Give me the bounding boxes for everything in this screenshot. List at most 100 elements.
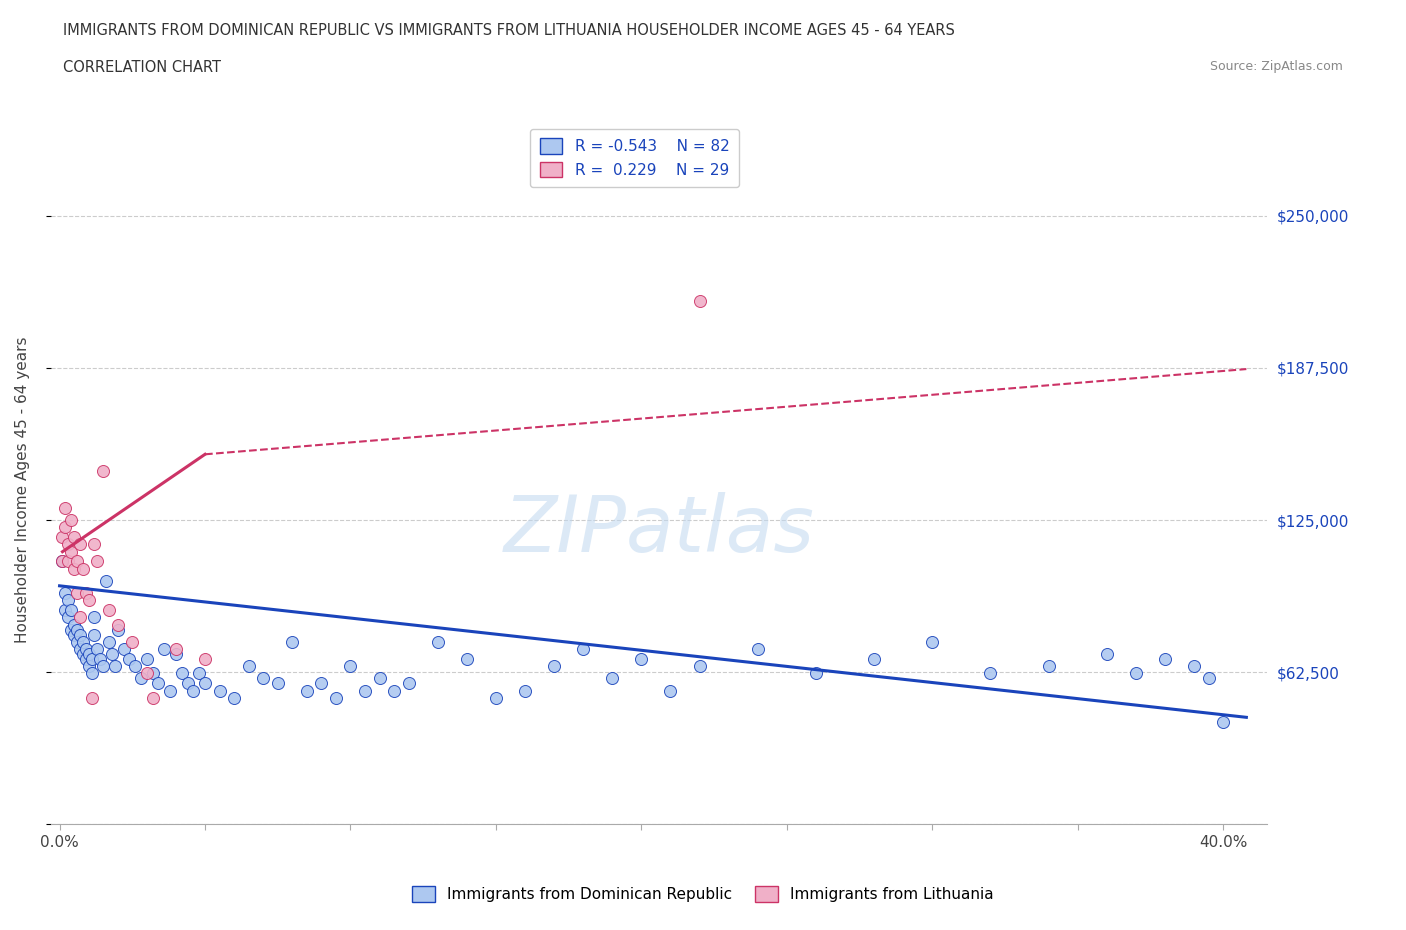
Point bbox=[863, 651, 886, 666]
Point bbox=[80, 690, 103, 705]
Point bbox=[295, 684, 318, 698]
Point bbox=[1095, 646, 1118, 661]
Point bbox=[600, 671, 623, 685]
Point bbox=[222, 690, 245, 705]
Point bbox=[53, 500, 76, 515]
Point bbox=[53, 603, 76, 618]
Legend: R = -0.543    N = 82, R =  0.229    N = 29: R = -0.543 N = 82, R = 0.229 N = 29 bbox=[530, 129, 738, 187]
Point bbox=[921, 634, 943, 649]
Point bbox=[426, 634, 449, 649]
Point bbox=[63, 627, 86, 642]
Point bbox=[86, 554, 108, 569]
Point bbox=[83, 627, 105, 642]
Point bbox=[1038, 658, 1060, 673]
Point bbox=[89, 651, 111, 666]
Point bbox=[98, 634, 121, 649]
Point bbox=[63, 562, 86, 577]
Point bbox=[382, 684, 405, 698]
Point bbox=[112, 642, 135, 657]
Y-axis label: Householder Income Ages 45 - 64 years: Householder Income Ages 45 - 64 years bbox=[15, 337, 30, 643]
Point bbox=[311, 676, 333, 691]
Point bbox=[281, 634, 304, 649]
Point bbox=[75, 586, 97, 601]
Point bbox=[63, 530, 86, 545]
Point bbox=[165, 646, 187, 661]
Point bbox=[66, 554, 89, 569]
Legend: Immigrants from Dominican Republic, Immigrants from Lithuania: Immigrants from Dominican Republic, Immi… bbox=[406, 880, 1000, 909]
Point bbox=[153, 642, 176, 657]
Point bbox=[91, 464, 114, 479]
Point bbox=[630, 651, 652, 666]
Point bbox=[1154, 651, 1177, 666]
Point bbox=[77, 593, 100, 608]
Point bbox=[456, 651, 478, 666]
Point bbox=[485, 690, 508, 705]
Point bbox=[142, 666, 165, 681]
Point bbox=[148, 676, 170, 691]
Point bbox=[83, 610, 105, 625]
Point bbox=[194, 676, 217, 691]
Point bbox=[60, 603, 83, 618]
Point bbox=[979, 666, 1001, 681]
Point bbox=[1125, 666, 1147, 681]
Point bbox=[66, 586, 89, 601]
Point bbox=[1182, 658, 1205, 673]
Point bbox=[72, 562, 94, 577]
Point bbox=[69, 627, 91, 642]
Point bbox=[58, 610, 80, 625]
Point bbox=[60, 512, 83, 527]
Point bbox=[135, 666, 157, 681]
Point bbox=[267, 676, 290, 691]
Point bbox=[80, 651, 103, 666]
Point bbox=[572, 642, 595, 657]
Point bbox=[69, 642, 91, 657]
Point bbox=[75, 642, 97, 657]
Point bbox=[747, 642, 769, 657]
Point bbox=[107, 622, 129, 637]
Point bbox=[543, 658, 565, 673]
Point bbox=[252, 671, 274, 685]
Point bbox=[69, 537, 91, 551]
Text: CORRELATION CHART: CORRELATION CHART bbox=[63, 60, 221, 75]
Point bbox=[368, 671, 391, 685]
Point bbox=[66, 634, 89, 649]
Point bbox=[325, 690, 347, 705]
Point bbox=[77, 658, 100, 673]
Point bbox=[121, 634, 143, 649]
Point bbox=[513, 684, 536, 698]
Point bbox=[135, 651, 157, 666]
Point bbox=[689, 294, 711, 309]
Point bbox=[107, 618, 129, 632]
Point bbox=[66, 622, 89, 637]
Point bbox=[659, 684, 682, 698]
Point bbox=[194, 651, 217, 666]
Text: Source: ZipAtlas.com: Source: ZipAtlas.com bbox=[1209, 60, 1343, 73]
Point bbox=[104, 658, 127, 673]
Point bbox=[339, 658, 361, 673]
Point bbox=[170, 666, 193, 681]
Point bbox=[58, 537, 80, 551]
Point bbox=[77, 646, 100, 661]
Point bbox=[58, 554, 80, 569]
Point bbox=[53, 520, 76, 535]
Point bbox=[804, 666, 827, 681]
Text: ZIPatlas: ZIPatlas bbox=[503, 492, 814, 568]
Point bbox=[53, 586, 76, 601]
Point bbox=[238, 658, 260, 673]
Point bbox=[159, 684, 181, 698]
Text: IMMIGRANTS FROM DOMINICAN REPUBLIC VS IMMIGRANTS FROM LITHUANIA HOUSEHOLDER INCO: IMMIGRANTS FROM DOMINICAN REPUBLIC VS IM… bbox=[63, 23, 955, 38]
Point bbox=[689, 658, 711, 673]
Point bbox=[208, 684, 231, 698]
Point bbox=[72, 634, 94, 649]
Point bbox=[101, 646, 124, 661]
Point bbox=[60, 622, 83, 637]
Point bbox=[354, 684, 377, 698]
Point bbox=[58, 593, 80, 608]
Point bbox=[94, 574, 117, 589]
Point bbox=[75, 651, 97, 666]
Point bbox=[91, 658, 114, 673]
Point bbox=[183, 684, 205, 698]
Point bbox=[165, 642, 187, 657]
Point bbox=[51, 530, 73, 545]
Point bbox=[72, 646, 94, 661]
